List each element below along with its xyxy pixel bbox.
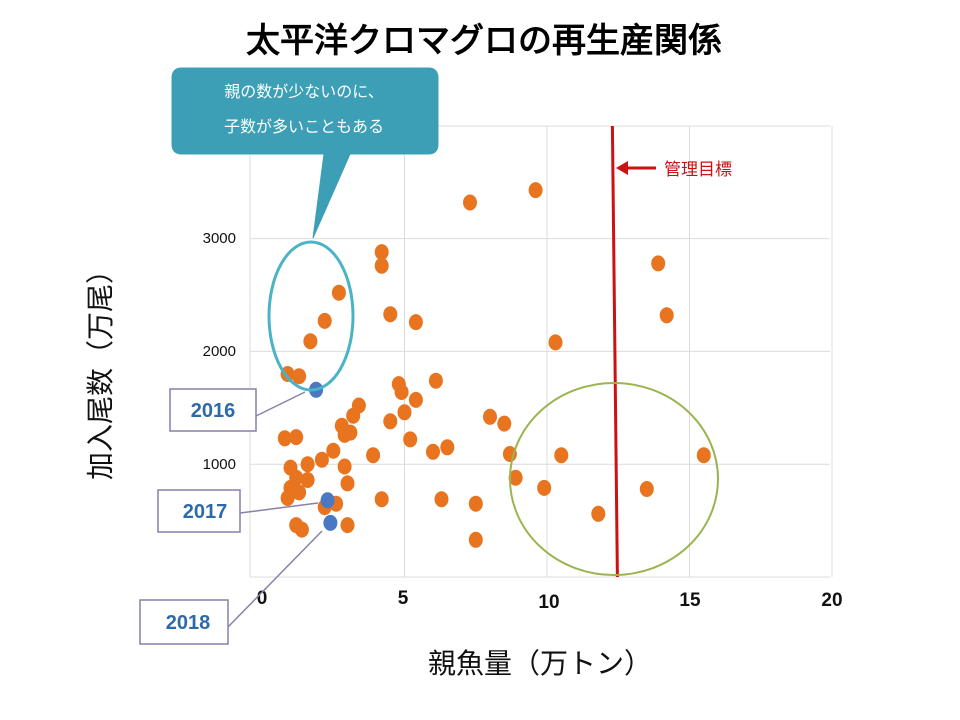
data-point: [326, 442, 341, 459]
data-point: [289, 429, 304, 446]
bubble-text-line-2: 子数が多いこともある: [224, 117, 384, 136]
y-axis-label: 加入尾数（万尾）: [84, 256, 117, 480]
highlight-data-point: [323, 514, 338, 531]
data-point: [528, 182, 543, 199]
data-point: [292, 484, 307, 501]
data-point: [468, 531, 483, 548]
speech-bubble: 親の数が少ないのに、 子数が多いこともある: [171, 67, 439, 239]
y-tick-label: 1000: [203, 456, 236, 473]
x-tick-labels: 0 5 10 15 20: [257, 588, 843, 613]
data-point: [331, 284, 346, 301]
target-arrow-icon: [616, 161, 656, 175]
highlight-data-point: [320, 492, 335, 509]
data-point: [548, 334, 563, 351]
data-point: [554, 447, 569, 464]
data-point: [374, 491, 389, 508]
year-2017-text: 2017: [183, 501, 228, 523]
data-point: [483, 408, 497, 425]
data-point: [497, 415, 512, 432]
data-point: [426, 443, 440, 460]
low-spawner-high-recruit-ellipse: [267, 240, 355, 392]
data-point: [303, 333, 318, 350]
data-point: [340, 517, 355, 534]
data-point: [468, 495, 483, 512]
data-point: [314, 451, 329, 468]
data-point: [337, 458, 352, 475]
data-point: [428, 372, 443, 389]
y-tick-label: 3000: [203, 230, 236, 247]
data-point: [591, 505, 606, 522]
data-point: [659, 307, 674, 324]
data-point: [292, 368, 307, 385]
data-point: [408, 314, 423, 331]
data-point: [294, 521, 309, 538]
x-axis-label: 親魚量（万トン）: [428, 647, 652, 680]
data-point: [408, 391, 423, 408]
data-point: [440, 439, 455, 456]
data-point: [434, 491, 449, 508]
year-2016-text: 2016: [191, 400, 236, 422]
data-point: [374, 244, 389, 261]
data-point: [383, 413, 398, 430]
data-point: [463, 194, 477, 211]
data-point: [366, 447, 381, 464]
data-point: [277, 430, 292, 447]
data-point: [394, 384, 409, 400]
x-tick-label: 0: [257, 588, 268, 609]
y-tick-label: 2000: [203, 343, 236, 360]
data-point: [537, 479, 552, 496]
data-point: [403, 431, 418, 448]
year-label-2016: 2016: [169, 388, 306, 432]
data-point: [280, 366, 295, 382]
year-label-2017: 2017: [157, 489, 319, 533]
data-point: [651, 255, 666, 272]
x-tick-label: 5: [398, 588, 409, 609]
year-label-2018: 2018: [139, 530, 323, 645]
x-tick-label: 15: [679, 590, 701, 611]
data-point: [346, 407, 361, 424]
data-point: [696, 447, 711, 464]
year-2018-text: 2018: [166, 612, 211, 634]
x-tick-label: 10: [538, 592, 559, 613]
data-point: [397, 404, 412, 421]
data-point: [300, 472, 315, 488]
bubble-text-line-1: 親の数が少ないのに、: [224, 82, 384, 101]
data-point: [340, 475, 355, 492]
data-point: [374, 257, 389, 274]
data-point: [337, 426, 352, 443]
management-target-line: [610, 125, 619, 578]
data-point: [280, 490, 295, 506]
chart-title: 太平洋クロマグロの再生産関係: [246, 21, 722, 61]
y-tick-labels: 1000 2000 3000: [203, 230, 236, 473]
data-point: [508, 469, 523, 486]
data-point: [300, 456, 315, 473]
target-region-ellipse: [509, 382, 719, 576]
data-point: [317, 312, 332, 329]
data-points: [277, 182, 711, 548]
data-point: [639, 481, 654, 497]
x-tick-label: 20: [821, 590, 842, 611]
data-point: [383, 306, 398, 323]
management-target-label: 管理目標: [664, 160, 732, 180]
